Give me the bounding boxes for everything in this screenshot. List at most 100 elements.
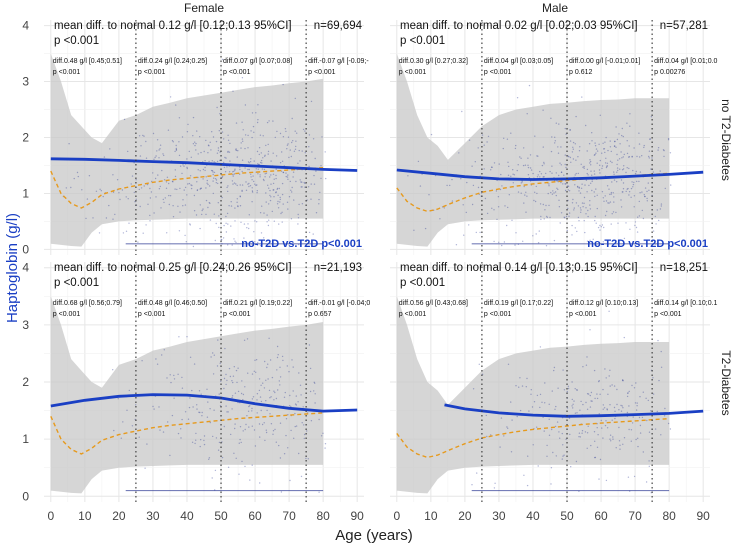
data-point: [229, 375, 232, 378]
data-point: [217, 339, 219, 341]
data-point: [163, 179, 166, 181]
normal-reference-line: [50, 167, 324, 209]
y-tick-label: 2: [22, 131, 29, 145]
data-point: [609, 434, 612, 436]
data-point: [255, 112, 257, 114]
data-point: [633, 147, 635, 149]
data-point: [241, 380, 243, 382]
data-point: [286, 201, 289, 203]
data-point: [315, 170, 317, 172]
data-point: [263, 422, 265, 424]
data-point: [190, 187, 193, 190]
data-point: [582, 366, 584, 368]
data-point: [591, 189, 593, 192]
data-point: [264, 176, 266, 178]
data-point: [166, 232, 168, 234]
data-point: [290, 155, 292, 158]
data-point: [205, 176, 207, 178]
data-point: [194, 144, 196, 147]
data-point: [239, 195, 241, 197]
data-point: [558, 199, 560, 201]
data-point: [256, 150, 259, 153]
data-point: [203, 443, 206, 446]
data-point: [226, 212, 229, 215]
data-point: [243, 339, 246, 341]
data-point: [270, 196, 272, 198]
data-point: [641, 191, 643, 193]
segment-p-value: p <0.001: [138, 69, 166, 76]
data-point: [622, 443, 624, 445]
data-point: [533, 199, 535, 202]
data-point: [253, 180, 255, 183]
data-point: [218, 215, 220, 217]
data-point: [226, 186, 228, 189]
data-point: [190, 156, 192, 158]
data-point: [276, 187, 279, 190]
data-point: [298, 452, 300, 455]
x-axis-title: Age (years): [335, 527, 413, 544]
data-point: [532, 235, 534, 237]
data-point: [251, 373, 254, 375]
data-point: [610, 191, 613, 194]
data-point: [562, 369, 564, 371]
data-point: [604, 368, 606, 370]
data-point: [178, 117, 181, 119]
data-point: [232, 375, 235, 377]
segment-diff-label: diff.0.24 g/l [0.24;0.25]: [138, 58, 207, 65]
data-point: [604, 162, 607, 164]
data-point: [255, 184, 257, 186]
data-point: [243, 237, 245, 239]
data-point: [181, 136, 184, 138]
data-point: [241, 138, 244, 140]
data-point: [234, 240, 236, 242]
data-point: [314, 157, 316, 160]
data-point: [171, 140, 174, 142]
data-point: [259, 134, 262, 136]
data-point: [171, 180, 174, 183]
data-point: [627, 392, 629, 394]
data-point: [259, 244, 262, 247]
data-point: [303, 437, 305, 440]
data-point: [300, 475, 303, 478]
data-point: [634, 221, 637, 223]
data-point: [572, 148, 574, 150]
data-point: [601, 167, 603, 170]
data-point: [273, 399, 275, 401]
data-point: [254, 220, 256, 222]
data-point: [645, 481, 648, 483]
data-point: [318, 491, 320, 493]
data-point: [630, 429, 633, 431]
data-point: [591, 132, 593, 134]
data-point: [490, 166, 493, 168]
data-point: [196, 189, 198, 192]
data-point: [244, 134, 247, 136]
data-point: [275, 155, 278, 157]
segment-diff-label: diff.0.04 g/l [0.03;0.05]: [484, 58, 553, 65]
data-point: [619, 448, 621, 450]
data-point: [468, 139, 471, 141]
data-point: [325, 177, 327, 180]
data-point: [234, 392, 237, 394]
data-point: [215, 140, 218, 143]
data-point: [150, 191, 153, 193]
data-point: [86, 198, 89, 200]
data-point: [256, 399, 258, 401]
data-point: [153, 212, 155, 214]
data-point: [633, 387, 636, 389]
data-point: [81, 189, 83, 191]
data-point: [534, 200, 537, 203]
x-tick-label: 90: [697, 509, 711, 523]
data-point: [217, 147, 220, 149]
data-point: [647, 399, 649, 402]
data-point: [295, 404, 297, 406]
data-point: [560, 212, 563, 214]
data-point: [241, 460, 243, 463]
data-point: [615, 211, 617, 214]
data-point: [215, 179, 218, 181]
data-point: [618, 426, 620, 429]
data-point: [244, 245, 246, 247]
data-point: [501, 244, 503, 247]
data-point: [263, 237, 265, 239]
data-point: [246, 227, 248, 229]
data-point: [163, 349, 165, 351]
